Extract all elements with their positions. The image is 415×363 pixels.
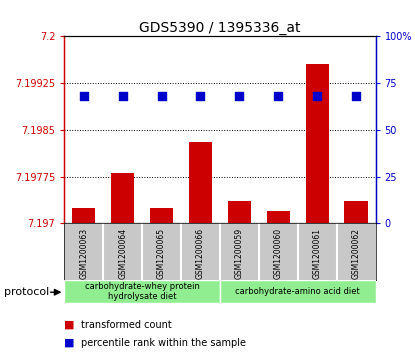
- Text: carbohydrate-whey protein
hydrolysate diet: carbohydrate-whey protein hydrolysate di…: [85, 282, 200, 301]
- Point: [197, 93, 204, 99]
- FancyBboxPatch shape: [64, 280, 220, 303]
- Bar: [305, 64, 329, 223]
- Text: protocol: protocol: [4, 287, 49, 297]
- Bar: [344, 201, 368, 223]
- Text: GSM1200064: GSM1200064: [118, 228, 127, 279]
- Point: [158, 93, 165, 99]
- Text: ■: ■: [64, 320, 75, 330]
- Text: GSM1200066: GSM1200066: [196, 228, 205, 279]
- Text: ■: ■: [64, 338, 75, 348]
- FancyBboxPatch shape: [220, 280, 376, 303]
- Point: [236, 93, 243, 99]
- Text: percentile rank within the sample: percentile rank within the sample: [81, 338, 246, 348]
- Title: GDS5390 / 1395336_at: GDS5390 / 1395336_at: [139, 21, 301, 35]
- Point: [81, 93, 87, 99]
- Text: GSM1200063: GSM1200063: [79, 228, 88, 279]
- Bar: [189, 142, 212, 223]
- Text: GSM1200060: GSM1200060: [274, 228, 283, 279]
- Point: [353, 93, 359, 99]
- Text: GSM1200065: GSM1200065: [157, 228, 166, 279]
- Text: GSM1200061: GSM1200061: [313, 228, 322, 279]
- Text: GSM1200062: GSM1200062: [352, 228, 361, 279]
- Bar: [228, 201, 251, 223]
- Text: transformed count: transformed count: [81, 320, 172, 330]
- Bar: [111, 174, 134, 223]
- Point: [120, 93, 126, 99]
- Text: GSM1200059: GSM1200059: [235, 228, 244, 279]
- Text: carbohydrate-amino acid diet: carbohydrate-amino acid diet: [235, 287, 360, 296]
- Bar: [72, 208, 95, 223]
- Bar: [150, 208, 173, 223]
- Bar: [267, 211, 290, 223]
- Point: [275, 93, 282, 99]
- Point: [314, 93, 320, 99]
